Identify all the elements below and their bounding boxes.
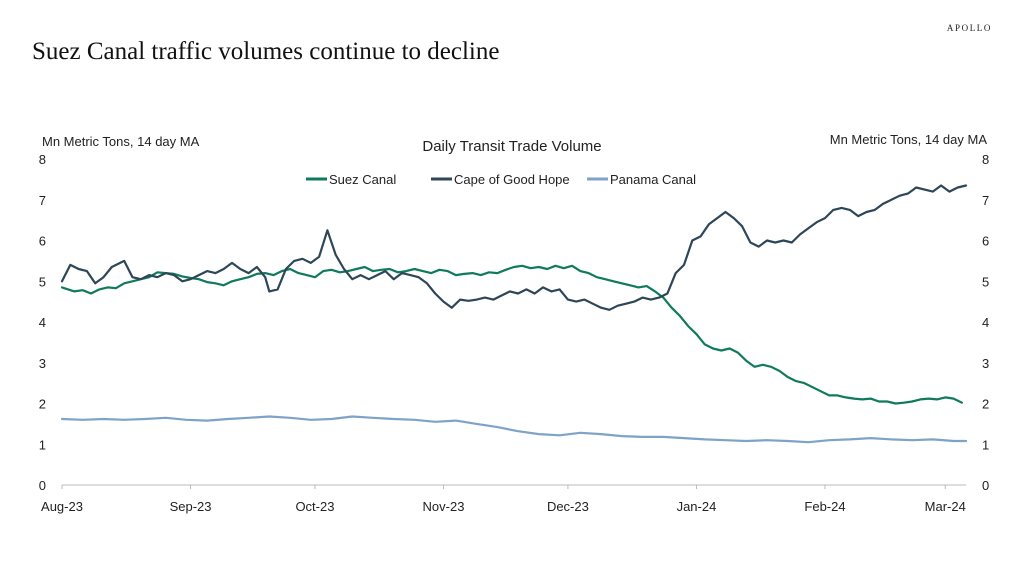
- y-tick-right-5: 5: [982, 274, 989, 289]
- x-tick-jan-24: Jan-24: [677, 499, 717, 514]
- y-tick-right-8: 8: [982, 152, 989, 167]
- series-lines: [60, 184, 968, 444]
- y-tick-left-2: 2: [39, 397, 46, 412]
- y-tick-right-2: 2: [982, 397, 989, 412]
- y-tick-right-6: 6: [982, 234, 989, 249]
- series-line-cape-of-good-hope: [60, 184, 968, 311]
- x-tick-mar-24: Mar-24: [925, 499, 966, 514]
- x-tick-feb-24: Feb-24: [804, 499, 845, 514]
- legend: Suez Canal Cape of Good Hope Panama Canal: [306, 172, 696, 187]
- x-ticks: Aug-23 Sep-23 Oct-23 Nov-23 Dec-23 Jan-24 Feb-…: [41, 485, 966, 514]
- y-tick-right-7: 7: [982, 193, 989, 208]
- series-line-suez-canal: [60, 264, 964, 405]
- y-tick-right-1: 1: [982, 437, 989, 452]
- legend-label-panama-canal: Panama Canal: [610, 172, 696, 187]
- y-tick-right-0: 0: [982, 478, 989, 493]
- y-ticks-left: 0 1 2 3 4 5 6 7 8: [39, 152, 46, 493]
- legend-label-suez-canal: Suez Canal: [329, 172, 396, 187]
- y-tick-right-4: 4: [982, 315, 989, 330]
- y-tick-left-8: 8: [39, 152, 46, 167]
- y-tick-left-7: 7: [39, 193, 46, 208]
- y-tick-left-1: 1: [39, 437, 46, 452]
- y-tick-left-6: 6: [39, 234, 46, 249]
- y-tick-left-3: 3: [39, 356, 46, 371]
- x-tick-dec-23: Dec-23: [547, 499, 589, 514]
- y-tick-left-5: 5: [39, 274, 46, 289]
- x-tick-oct-23: Oct-23: [295, 499, 334, 514]
- legend-item-suez-canal: Suez Canal: [306, 172, 396, 187]
- y-tick-left-4: 4: [39, 315, 46, 330]
- legend-label-cape-of-good-hope: Cape of Good Hope: [454, 172, 570, 187]
- legend-item-cape-of-good-hope: Cape of Good Hope: [431, 172, 570, 187]
- y-tick-right-3: 3: [982, 356, 989, 371]
- legend-item-panama-canal: Panama Canal: [587, 172, 696, 187]
- series-line-panama-canal: [60, 415, 968, 444]
- chart-title: Daily Transit Trade Volume: [422, 138, 601, 155]
- y-tick-left-0: 0: [39, 478, 46, 493]
- y-ticks-right: 0 1 2 3 4 5 6 7 8: [982, 152, 989, 493]
- brand-logo: APOLLO: [946, 23, 992, 33]
- y-axis-label-left: Mn Metric Tons, 14 day MA: [42, 134, 200, 149]
- y-axis-label-right: Mn Metric Tons, 14 day MA: [830, 132, 988, 147]
- x-tick-nov-23: Nov-23: [423, 499, 465, 514]
- x-tick-sep-23: Sep-23: [170, 499, 212, 514]
- x-tick-aug-23: Aug-23: [41, 499, 83, 514]
- page-title: Suez Canal traffic volumes continue to d…: [32, 38, 500, 65]
